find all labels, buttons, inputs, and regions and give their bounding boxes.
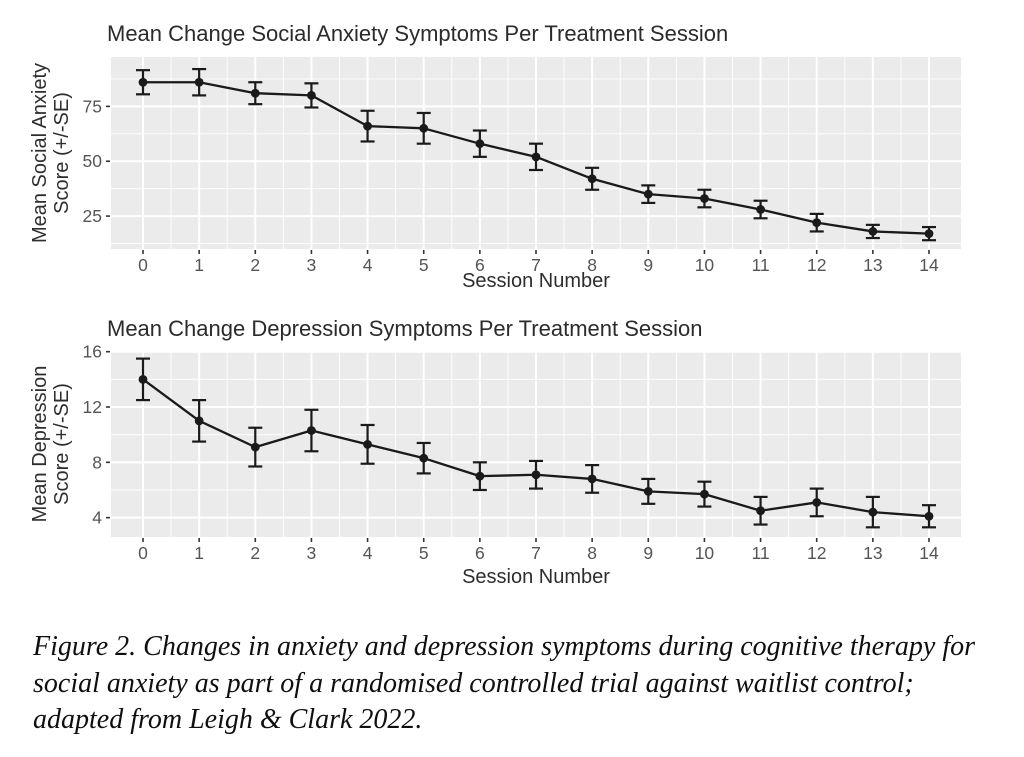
data-point — [138, 374, 148, 384]
data-point — [924, 229, 934, 239]
x-tick-label: 6 — [475, 255, 485, 275]
x-axis-title-depression: Session Number — [462, 566, 610, 588]
x-tick-label: 10 — [695, 543, 715, 563]
x-tick-label: 14 — [919, 543, 939, 563]
y-axis-title-anxiety-line2: Score (+/-SE) — [51, 92, 73, 214]
data-point — [419, 123, 429, 133]
x-tick-label: 9 — [643, 255, 653, 275]
data-point — [363, 439, 372, 449]
data-point — [250, 88, 260, 98]
y-tick-label: 50 — [83, 151, 103, 171]
data-point — [531, 470, 541, 480]
data-point — [250, 442, 260, 452]
data-point — [587, 474, 597, 484]
x-tick-label: 3 — [307, 255, 317, 275]
x-tick-label: 12 — [807, 543, 826, 563]
chart-depression: Mean Change Depression Symptoms Per Trea… — [29, 316, 961, 588]
data-point — [756, 506, 765, 516]
x-tick-label: 13 — [863, 543, 882, 563]
data-point — [868, 227, 878, 236]
y-axis-title-depression-line1: Mean Depression — [29, 366, 51, 523]
chart-title-depression: Mean Change Depression Symptoms Per Trea… — [107, 316, 703, 341]
x-tick-label: 0 — [138, 255, 148, 275]
x-tick-label: 2 — [250, 543, 260, 563]
data-point — [475, 471, 485, 481]
x-tick-label: 1 — [194, 543, 204, 563]
data-point — [756, 205, 765, 214]
data-point — [643, 189, 653, 199]
data-point — [924, 511, 934, 521]
figure-caption-line: social anxiety as part of a randomised c… — [33, 667, 914, 699]
data-point — [475, 139, 485, 149]
x-tick-label: 11 — [751, 543, 769, 563]
x-tick-label: 5 — [419, 543, 429, 563]
x-tick-label: 7 — [531, 255, 541, 275]
y-tick-label: 25 — [83, 206, 102, 226]
x-tick-label: 3 — [307, 543, 317, 563]
data-point — [587, 174, 597, 184]
data-point — [643, 486, 653, 496]
x-tick-label: 7 — [531, 543, 541, 563]
data-point — [531, 152, 541, 162]
data-point — [868, 507, 878, 517]
y-tick-label: 75 — [83, 96, 102, 116]
x-axis-title-anxiety: Session Number — [462, 270, 610, 292]
x-tick-label: 10 — [695, 255, 715, 275]
figure-charts: Mean Change Social Anxiety Symptoms Per … — [29, 21, 961, 588]
figure-caption-line: adapted from Leigh & Clark 2022. — [33, 704, 423, 735]
figure-caption: Figure 2. Changes in anxiety and depress… — [33, 629, 1001, 739]
x-tick-label: 6 — [475, 543, 485, 563]
x-tick-label: 5 — [419, 255, 429, 275]
data-point — [194, 77, 204, 87]
data-point — [307, 426, 316, 435]
x-tick-label: 14 — [919, 255, 939, 275]
data-point — [363, 121, 372, 131]
data-point — [194, 416, 204, 426]
x-tick-label: 0 — [138, 543, 148, 563]
x-tick-label: 12 — [807, 255, 826, 275]
y-tick-label: 12 — [83, 397, 102, 417]
figure-caption-line: Figure 2. Changes in anxiety and depress… — [33, 631, 976, 662]
chart-anxiety: Mean Change Social Anxiety Symptoms Per … — [29, 21, 961, 292]
data-point — [138, 77, 148, 87]
x-tick-label: 8 — [587, 255, 597, 275]
data-point — [812, 498, 822, 507]
y-axis-title-anxiety-line1: Mean Social Anxiety — [29, 63, 51, 243]
y-tick-label: 16 — [83, 342, 102, 362]
y-axis-title-depression-line2: Score (+/-SE) — [51, 383, 73, 505]
y-tick-label: 4 — [92, 508, 102, 528]
x-tick-label: 9 — [643, 543, 653, 563]
x-tick-label: 13 — [863, 255, 882, 275]
y-tick-label: 8 — [92, 452, 102, 472]
x-tick-label: 4 — [363, 255, 373, 275]
x-tick-label: 11 — [751, 255, 769, 275]
data-point — [419, 453, 429, 463]
data-point — [700, 194, 709, 203]
data-point — [307, 91, 316, 100]
data-point — [812, 218, 822, 228]
x-tick-label: 2 — [250, 255, 260, 275]
chart-title-anxiety: Mean Change Social Anxiety Symptoms Per … — [107, 21, 728, 46]
data-point — [700, 489, 709, 499]
x-tick-label: 4 — [363, 543, 373, 563]
x-tick-label: 1 — [194, 255, 204, 275]
x-tick-label: 8 — [587, 543, 597, 563]
